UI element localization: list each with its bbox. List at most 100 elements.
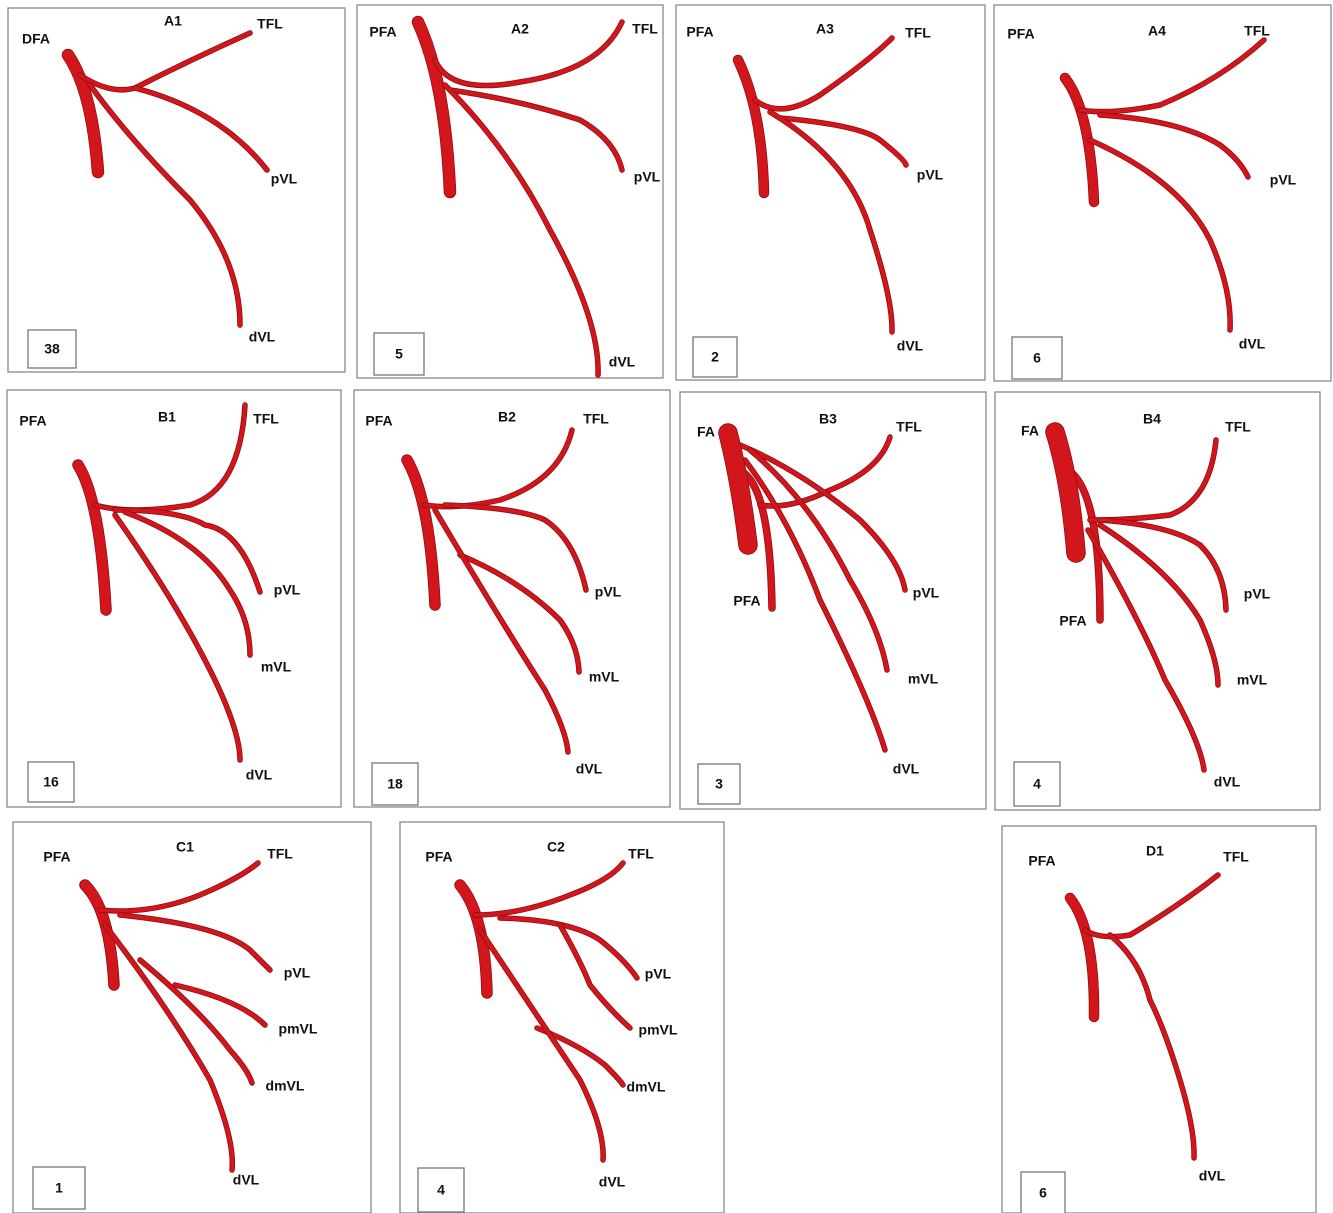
vessel [780,118,906,165]
vessel [1100,520,1226,610]
vessel-label: pVL [917,167,944,183]
vessel-label: FA [1021,423,1039,439]
vessel-outline [770,112,892,332]
vessel-outline [115,515,240,760]
panel-frame [354,390,670,807]
panel-title: D1 [1146,843,1164,859]
vessel-outline [475,863,623,915]
vessel-label: mVL [1237,672,1268,688]
vessel-label: PFA [365,413,392,429]
vessel [560,925,630,1028]
vessel-label: PFA [369,24,396,40]
vessel-label: dVL [599,1174,626,1190]
vessel-label: mVL [908,671,939,687]
vessel [140,960,252,1083]
vessel-outline [80,33,250,90]
vessel [755,38,892,109]
vessel-outline [140,960,252,1083]
panel-title: B2 [498,409,516,425]
vessel-label: pVL [1270,172,1297,188]
vessel-label: dVL [1214,774,1241,790]
vessel-label: DFA [22,31,50,47]
vessel [480,930,603,1160]
vessel-outline [755,38,892,109]
vessel-outline [1088,530,1204,770]
vessel-label: TFL [1223,849,1249,865]
vessel-label: pVL [271,171,298,187]
count-label: 4 [1033,776,1041,792]
vessel-label: TFL [267,846,293,862]
vessel [450,90,622,170]
vessel [68,55,98,172]
vessel-label: PFA [1007,26,1034,42]
vessel-label: dVL [609,354,636,370]
count-label: 2 [711,349,719,365]
vessel-label: TFL [1225,419,1251,435]
vessel-label: dVL [233,1172,260,1188]
vessel-label: TFL [896,419,922,435]
panel-frame [7,390,341,807]
panel-title: C1 [176,839,194,855]
vessel-label: dmVL [627,1079,666,1095]
count-label: 3 [715,776,723,792]
vessel [115,515,240,760]
vessel [105,925,232,1170]
vessel [435,510,568,752]
vessel-outline [1085,875,1218,937]
vessel [1070,898,1094,1017]
vessel-label: dmVL [266,1078,305,1094]
panel: B2PFATFLpVLmVLdVL18 [354,390,670,807]
vessel-label: PFA [733,593,760,609]
vessel-label: pmVL [279,1021,318,1037]
panel-title: B3 [819,411,837,427]
count-label: 4 [437,1182,445,1198]
vessel-label: PFA [19,413,46,429]
vessel-label: TFL [253,411,279,427]
vessel-outline [1100,520,1226,610]
vessel [1085,875,1218,937]
vessel-label: PFA [425,849,452,865]
vessel-label: pVL [913,585,940,601]
vessel-label: dVL [1199,1168,1226,1184]
panel-frame [994,5,1331,381]
count-label: 1 [55,1180,63,1196]
vessel-outline [135,88,267,170]
vessel-outline [1090,440,1216,520]
vessel [1110,935,1194,1158]
vessel [1055,432,1076,553]
vessel-label: PFA [1059,613,1086,629]
panel: A2PFATFLpVLdVL5 [357,5,663,378]
vessel-label: pVL [645,966,672,982]
vessel [1100,115,1248,177]
figure: A1DFATFLpVLdVL38A2PFATFLpVLdVL5A3PFATFLp… [0,0,1333,1213]
count-label: 18 [387,776,403,792]
vessel-label: PFA [686,24,713,40]
vessel-outline [1110,935,1194,1158]
count-label: 6 [1039,1185,1047,1201]
vessel-label: pVL [274,582,301,598]
vessel [445,85,598,375]
vessel [1090,440,1216,520]
vessel-label: pVL [284,965,311,981]
panel-title: A3 [816,21,834,37]
vessel-label: pVL [1244,586,1271,602]
vessel [100,863,258,911]
vessel [80,33,250,90]
panel-title: A2 [511,21,529,37]
panel-title: A4 [1148,23,1166,39]
vessel-label: TFL [628,846,654,862]
vessel-label: dVL [246,767,273,783]
vessel-label: pVL [595,584,622,600]
vessel-label: dVL [1239,336,1266,352]
vessel-label: TFL [257,16,283,32]
vessel-label: FA [697,424,715,440]
vessel [1090,140,1230,330]
vessel-outline [105,925,232,1170]
panel: C2PFATFLpVLpmVLdmVLdVL4 [400,822,724,1213]
vessel-outline [480,930,603,1160]
vessel [135,88,267,170]
